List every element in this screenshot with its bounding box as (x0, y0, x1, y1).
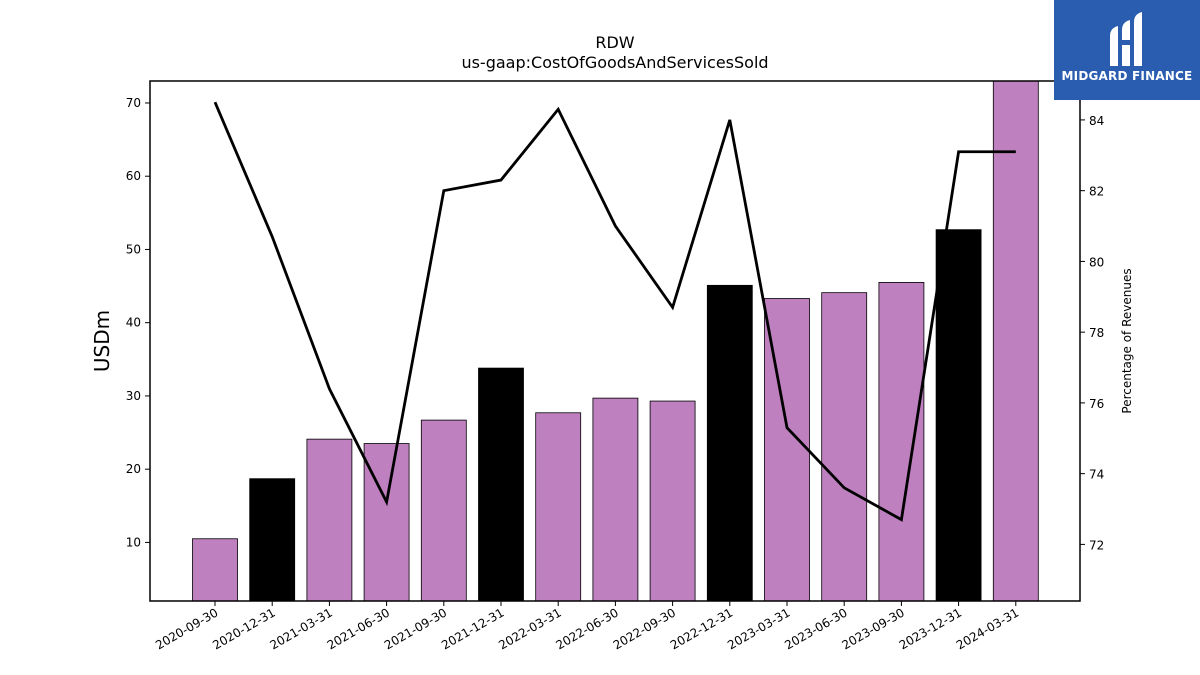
y2-axis-label: Percentage of Revenues (1120, 268, 1134, 413)
y-axis-label: USDm (90, 310, 114, 372)
y-axis-left: 10 20 30 40 50 60 70 (126, 96, 150, 549)
line-series (213, 101, 1016, 522)
x-tick-label: 2024-03-31 (954, 605, 1021, 652)
y-tick-label: 10 (126, 535, 141, 549)
bar (935, 229, 982, 602)
bar (992, 80, 1039, 602)
bars-group (192, 80, 1039, 602)
y2-tick-label: 84 (1089, 114, 1104, 128)
midgard-logo-icon (1110, 12, 1142, 66)
bar (478, 367, 524, 602)
x-tick-label: 2022-06-30 (553, 605, 620, 652)
bar (363, 443, 410, 602)
bar (420, 419, 467, 602)
bar (706, 284, 753, 602)
x-tick-label: 2023-12-31 (897, 605, 964, 652)
bar (649, 400, 696, 602)
x-tick-label: 2022-12-31 (668, 605, 735, 652)
y-tick-label: 40 (126, 316, 141, 330)
bar (249, 478, 296, 602)
y2-tick-label: 74 (1089, 468, 1104, 482)
x-tick-label: 2021-09-30 (382, 605, 449, 652)
x-tick-label: 2020-09-30 (153, 605, 220, 652)
x-tick-label: 2023-03-31 (725, 605, 792, 652)
bar (192, 538, 238, 602)
x-tick-label: 2023-09-30 (839, 605, 906, 652)
y-axis-right: 72 74 76 78 80 82 84 (1080, 114, 1104, 552)
bar (592, 397, 639, 602)
y2-tick-label: 80 (1089, 255, 1104, 269)
bar (878, 282, 925, 602)
midgard-logo: MIDGARD FINANCE (1054, 0, 1200, 100)
y2-tick-label: 82 (1089, 185, 1104, 199)
y-tick-label: 20 (126, 462, 141, 476)
x-axis: 2020-09-302020-12-312021-03-312021-06-30… (153, 601, 1021, 652)
logo-text: MIDGARD FINANCE (1061, 69, 1193, 83)
x-tick-label: 2021-03-31 (267, 605, 334, 652)
x-tick-label: 2021-06-30 (325, 605, 392, 652)
bar (535, 412, 582, 602)
x-tick-label: 2022-03-31 (496, 605, 563, 652)
bar (306, 438, 353, 602)
x-tick-label: 2020-12-31 (210, 605, 277, 652)
y2-tick-label: 78 (1089, 326, 1104, 340)
y-tick-label: 70 (126, 96, 141, 110)
y-tick-label: 30 (126, 389, 141, 403)
chart-title: RDW (595, 33, 634, 52)
line-group (213, 101, 1016, 522)
y2-tick-label: 76 (1089, 397, 1104, 411)
bar (821, 292, 868, 602)
x-tick-label: 2023-06-30 (782, 605, 849, 652)
chart-subtitle: us-gaap:CostOfGoodsAndServicesSold (461, 53, 768, 72)
x-tick-label: 2021-12-31 (439, 605, 506, 652)
y-tick-label: 60 (126, 169, 141, 183)
y2-tick-label: 72 (1089, 538, 1104, 552)
y-tick-label: 50 (126, 242, 141, 256)
x-tick-label: 2022-09-30 (611, 605, 678, 652)
